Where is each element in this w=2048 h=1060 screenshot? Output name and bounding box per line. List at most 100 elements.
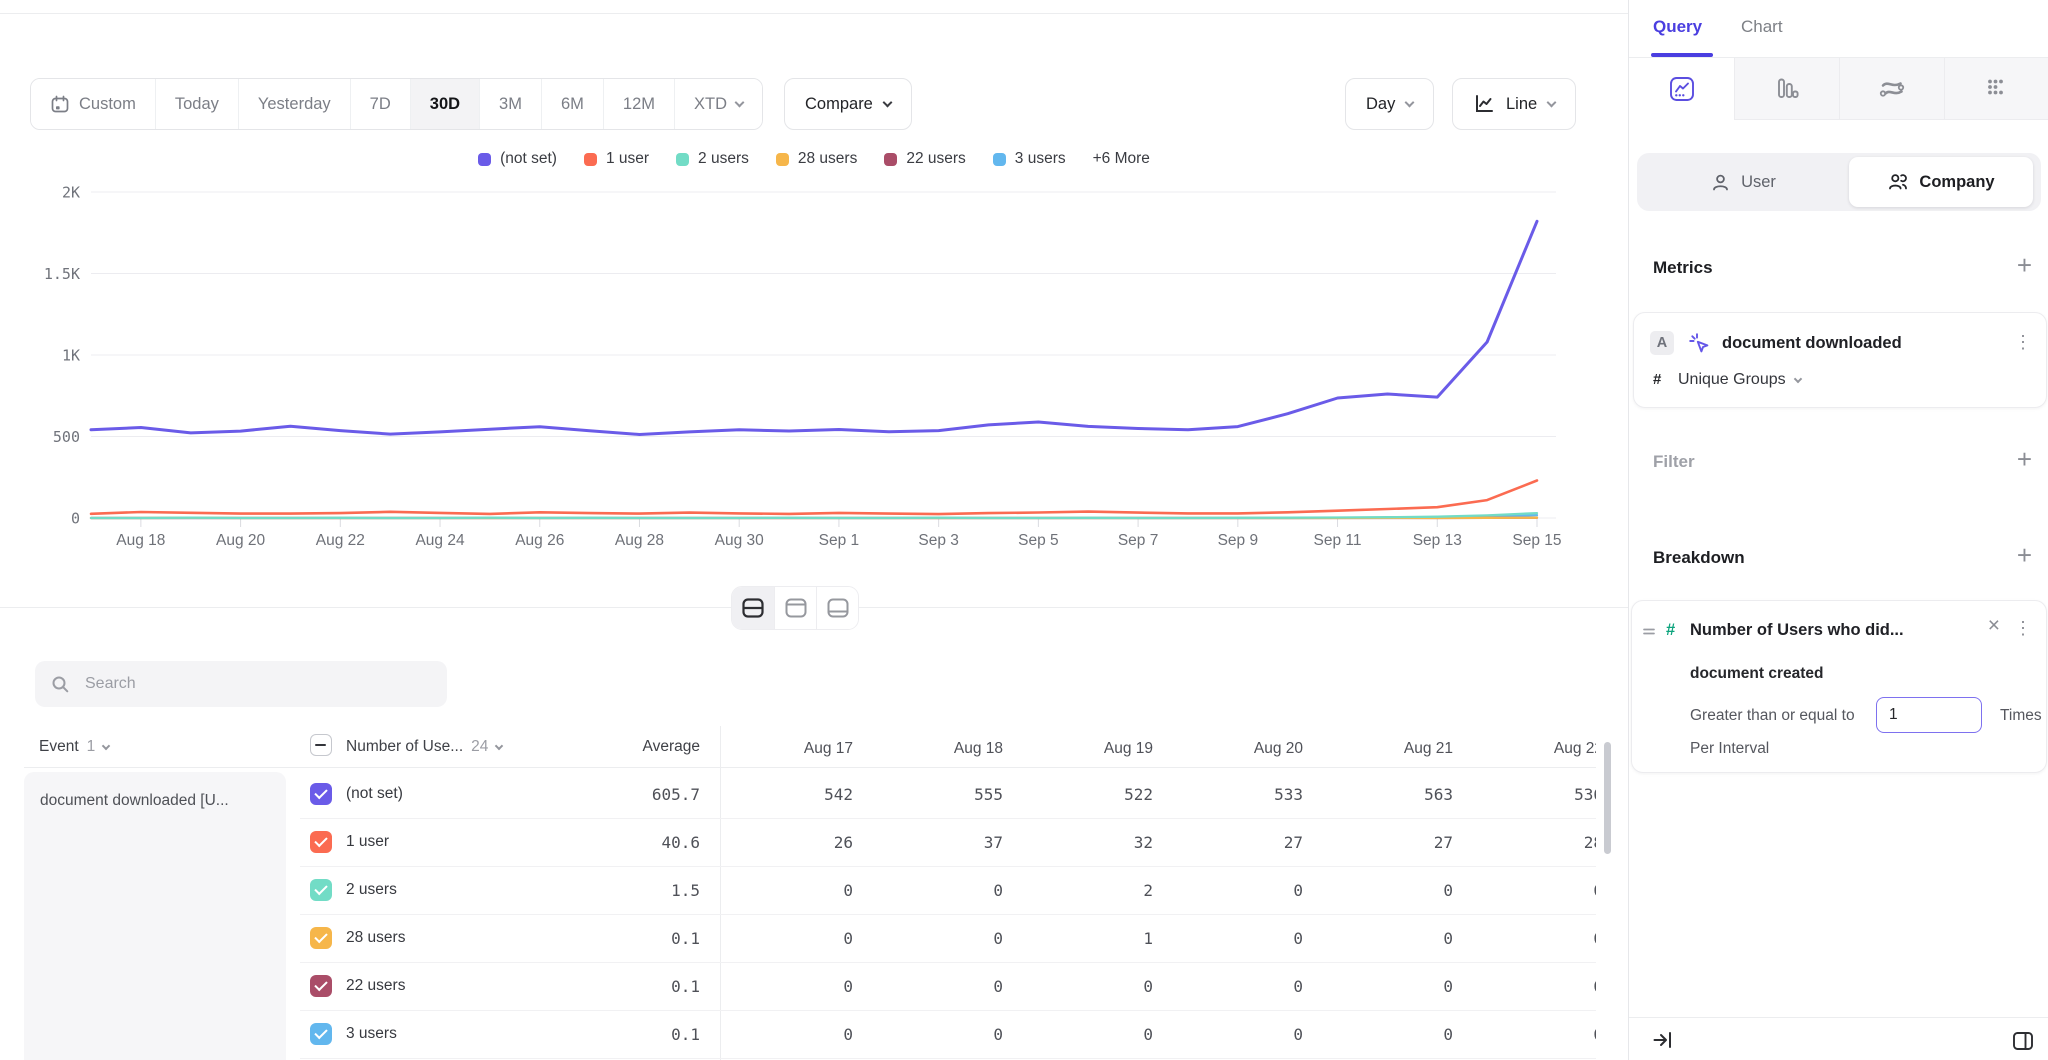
breakdown-times-input[interactable]: [1876, 697, 1982, 733]
drag-handle-icon[interactable]: [1640, 623, 1658, 641]
event-column-header[interactable]: Event 1: [39, 738, 109, 756]
group-column-header[interactable]: Number of Use... 24: [346, 738, 502, 756]
legend-item-3-users[interactable]: 3 users: [993, 150, 1066, 168]
legend-swatch: [776, 153, 789, 166]
chart-legend: (not set) 1 user 2 users 28 users 22 users 3 …: [0, 150, 1628, 168]
tab-chart[interactable]: Chart: [1741, 17, 1783, 37]
row-checkbox-3-users[interactable]: [310, 1023, 332, 1045]
group-header-label: Number of Use...: [346, 738, 463, 756]
date-column-header: Aug 21: [1323, 740, 1453, 758]
filter-heading: Filter: [1653, 452, 1695, 472]
y-axis-label: 2K: [62, 185, 80, 202]
tab-query[interactable]: Query: [1653, 17, 1702, 37]
x-axis-label: Aug 20: [216, 532, 266, 549]
range-button-custom[interactable]: Custom: [31, 79, 155, 129]
y-axis-label: 500: [53, 428, 80, 446]
cell-value: 0: [723, 929, 853, 948]
x-axis-label: Sep 3: [918, 532, 959, 549]
metric-menu-button[interactable]: ⋮: [2014, 333, 2032, 351]
row-checkbox-22-users[interactable]: [310, 975, 332, 997]
breakdown-card: # Number of Users who did... × ⋮ documen…: [1631, 600, 2047, 773]
cell-value: 0: [873, 1025, 1003, 1044]
range-button-xtd[interactable]: XTD: [674, 79, 762, 129]
date-column-header: Aug 22: [1473, 740, 1596, 758]
legend-swatch: [676, 153, 689, 166]
add-breakdown-button[interactable]: +: [2017, 542, 2032, 568]
event-list-item[interactable]: document downloaded [U...: [24, 772, 286, 1060]
compare-button[interactable]: Compare: [784, 78, 912, 130]
cell-value: 542: [723, 785, 853, 804]
range-button-6m[interactable]: 6M: [541, 79, 603, 129]
range-button-30d[interactable]: 30D: [410, 79, 479, 129]
legend-item-28-users[interactable]: 28 users: [776, 150, 857, 168]
add-metric-button[interactable]: +: [2017, 252, 2032, 278]
cell-value: 0: [1473, 929, 1596, 948]
aggregation-hash-icon: #: [1653, 371, 1661, 388]
cell-value: 0: [1323, 881, 1453, 900]
cell-value: 0: [1173, 1025, 1303, 1044]
cell-value: 1: [1023, 929, 1153, 948]
row-average: 0.1: [520, 929, 700, 948]
legend-item-22-users[interactable]: 22 users: [884, 150, 965, 168]
chart-style-bar-tab[interactable]: [1734, 58, 1839, 120]
legend-item-not-set[interactable]: (not set): [478, 150, 557, 168]
row-separator: [300, 962, 1596, 963]
layout-table-only-button[interactable]: [816, 587, 858, 629]
row-label: 1 user: [346, 833, 389, 851]
entity-toggle: User Company: [1637, 153, 2041, 211]
line-chart[interactable]: 05001K1.5K2KAug 18Aug 20Aug 22Aug 24Aug …: [0, 185, 1628, 560]
date-column-header: Aug 20: [1173, 740, 1303, 758]
aggregation-dropdown[interactable]: Unique Groups: [1678, 371, 1801, 389]
series-line-not-set: [91, 221, 1537, 434]
chart-style-flow-tab[interactable]: [1839, 58, 1944, 120]
row-checkbox-28-users[interactable]: [310, 927, 332, 949]
close-breakdown-button[interactable]: ×: [1988, 615, 2000, 636]
row-separator: [300, 1010, 1596, 1011]
row-average: 0.1: [520, 1025, 700, 1044]
search-input[interactable]: [83, 674, 432, 694]
metric-event-name[interactable]: document downloaded: [1722, 334, 1902, 353]
cell-value: 0: [1173, 929, 1303, 948]
row-checkbox-2-users[interactable]: [310, 879, 332, 901]
row-separator: [300, 1058, 1596, 1059]
cell-value: 0: [1173, 977, 1303, 996]
entity-option-company[interactable]: Company: [1849, 157, 2033, 207]
panel-right-toggle-icon[interactable]: [2010, 1028, 2036, 1054]
panel-footer-divider: [1629, 1017, 2048, 1018]
y-axis-label: 1.5K: [44, 265, 80, 283]
cell-value: 26: [723, 833, 853, 852]
bar-chart-icon: [1772, 74, 1802, 104]
row-checkbox-not-set[interactable]: [310, 783, 332, 805]
metric-card[interactable]: A document downloaded ⋮ # Unique Groups: [1633, 312, 2047, 408]
interval-dropdown[interactable]: Day: [1345, 78, 1434, 130]
select-all-checkbox[interactable]: [310, 734, 332, 756]
chart-style-scatter-tab[interactable]: [1944, 58, 2048, 120]
cell-value: 0: [873, 929, 1003, 948]
legend-item-1-user[interactable]: 1 user: [584, 150, 649, 168]
collapse-panel-icon[interactable]: [1651, 1028, 1675, 1052]
aggregation-label: Unique Groups: [1678, 371, 1786, 389]
average-column-header: Average: [520, 738, 700, 756]
layout-split-button[interactable]: [732, 587, 774, 629]
breakdown-menu-button[interactable]: ⋮: [2014, 619, 2032, 637]
legend-item-2-users[interactable]: 2 users: [676, 150, 749, 168]
table-scrollbar[interactable]: [1604, 742, 1611, 854]
legend-swatch: [584, 153, 597, 166]
add-filter-button[interactable]: +: [2017, 446, 2032, 472]
layout-chart-only-button[interactable]: [774, 587, 816, 629]
range-button-today[interactable]: Today: [155, 79, 238, 129]
legend-more[interactable]: +6 More: [1093, 150, 1150, 168]
range-label: Yesterday: [258, 95, 331, 114]
range-label: 30D: [430, 95, 460, 114]
range-button-12m[interactable]: 12M: [603, 79, 674, 129]
entity-option-user[interactable]: User: [1637, 153, 1849, 211]
chart-type-dropdown[interactable]: Line: [1452, 78, 1576, 130]
range-button-7d[interactable]: 7D: [350, 79, 410, 129]
row-checkbox-1-user[interactable]: [310, 831, 332, 853]
company-option-label: Company: [1919, 173, 1994, 192]
range-button-yesterday[interactable]: Yesterday: [238, 79, 350, 129]
chart-style-line-tab[interactable]: [1629, 58, 1734, 120]
range-label: 12M: [623, 95, 655, 114]
range-button-3m[interactable]: 3M: [479, 79, 541, 129]
row-separator: [300, 914, 1596, 915]
